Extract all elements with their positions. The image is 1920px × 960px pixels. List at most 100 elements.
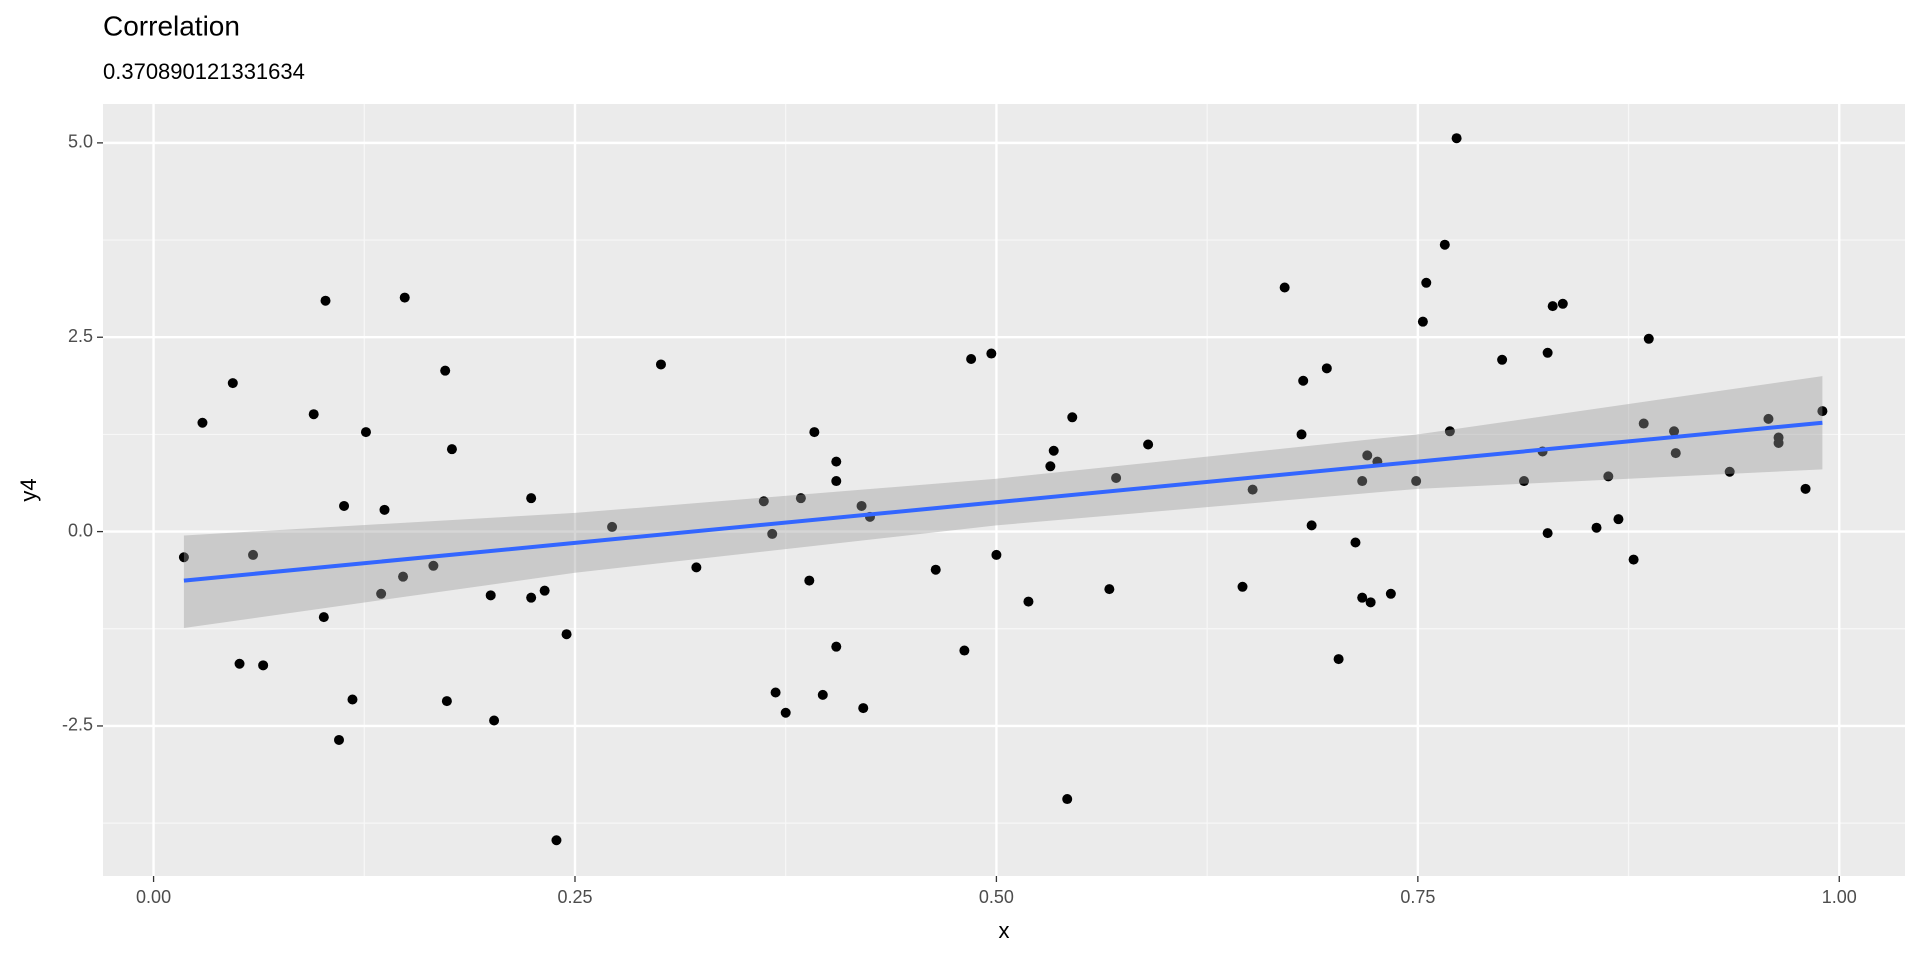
chart-subtitle: 0.370890121331634 [103,59,305,84]
point [526,493,537,504]
point [767,528,778,539]
point [446,444,457,455]
point [691,562,702,573]
point [1613,514,1624,525]
point [308,409,319,420]
point [561,629,572,640]
point [1417,316,1428,327]
point [1519,476,1530,487]
point [770,687,781,698]
point [1411,476,1422,487]
point [607,521,618,532]
point [1591,522,1602,533]
y-tick-label: 5.0 [68,132,93,152]
point [817,689,828,700]
point [1362,450,1373,461]
point [1306,520,1317,531]
point [551,835,562,846]
point [1296,429,1307,440]
point [1800,483,1811,494]
point [489,715,500,726]
point [320,295,331,306]
point [1048,445,1059,456]
point [1279,282,1290,293]
point [1237,581,1248,592]
point [1023,596,1034,607]
point [1045,461,1056,472]
point [1321,363,1332,374]
point [804,575,815,586]
point [258,660,269,671]
x-tick-label: 0.75 [1400,887,1435,907]
point [1817,406,1828,417]
point [1421,277,1432,288]
point [376,588,387,599]
y-tick-label: 2.5 [68,326,93,346]
point [1542,347,1553,358]
point [1357,476,1368,487]
point [1643,333,1654,344]
point [986,348,997,359]
point [440,365,451,376]
point [428,560,439,571]
y-tick-label: 0.0 [68,520,93,540]
point [809,427,820,438]
point [1247,484,1258,495]
point [1547,301,1558,312]
regression-line [183,420,1823,583]
point [1669,426,1680,437]
point [831,456,842,467]
x-tick-label: 0.25 [557,887,592,907]
point [959,645,970,656]
point [1451,133,1462,144]
point [360,427,371,438]
point [227,378,238,389]
chart-title: Correlation [103,10,240,41]
point [539,585,550,596]
point [1298,375,1309,386]
point [966,354,977,365]
point [858,703,869,714]
point [856,500,867,511]
point [399,292,410,303]
point [930,564,941,575]
point [1350,537,1361,548]
point [347,694,358,705]
point [1104,584,1115,595]
point [1444,426,1455,437]
point [1773,437,1784,448]
point [1628,554,1639,565]
point [178,552,189,563]
point [526,592,537,603]
point [1557,298,1568,309]
point [991,549,1002,560]
point [831,641,842,652]
point [485,590,496,601]
point [318,612,329,623]
point [1439,239,1450,250]
point [1143,439,1154,450]
point [248,549,259,560]
point [1670,448,1681,459]
point [1365,597,1376,608]
point [1333,654,1344,665]
point [1763,413,1774,424]
y-axis-title: y4 [16,478,41,501]
point [655,359,666,370]
point [1542,528,1553,539]
point [333,734,344,745]
point [758,496,769,507]
point [398,571,409,582]
point [379,504,390,515]
point [831,476,842,487]
point [1638,418,1649,429]
point [1497,354,1508,365]
point [1111,472,1122,483]
point [1724,466,1735,477]
x-tick-label: 0.50 [979,887,1014,907]
x-tick-label: 0.00 [136,887,171,907]
point [1603,471,1614,482]
point [1067,412,1078,423]
point [780,707,791,718]
